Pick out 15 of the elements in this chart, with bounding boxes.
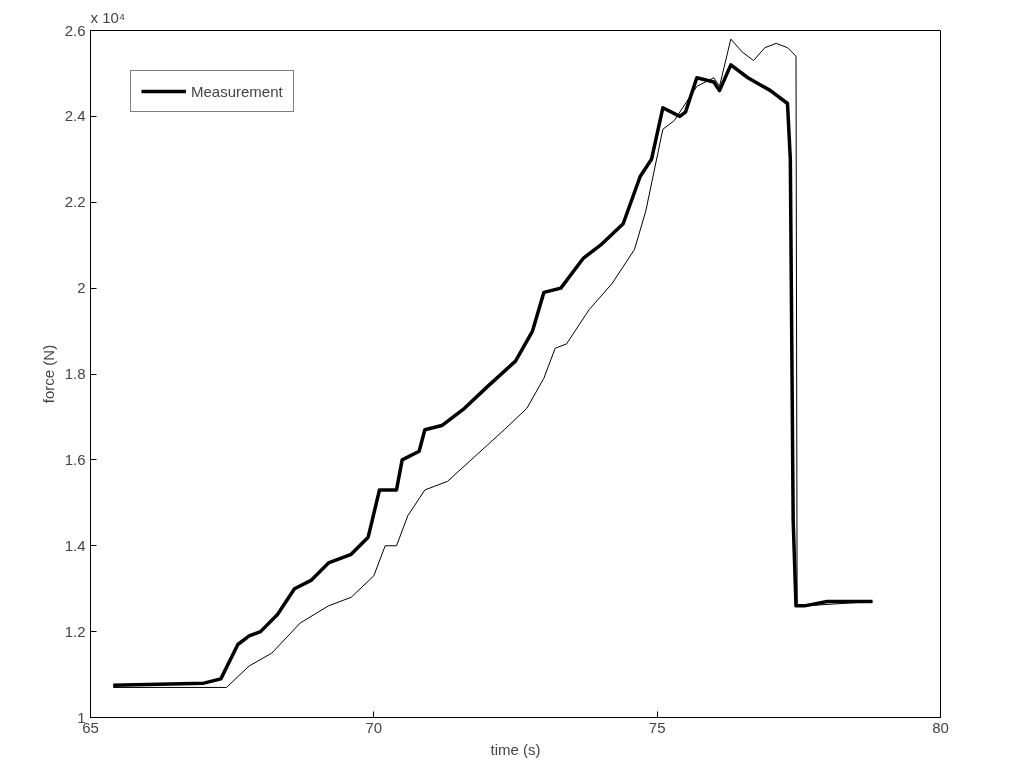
y-axis-title: force (N) xyxy=(39,344,57,404)
x-tick-label: 70 xyxy=(365,718,383,736)
y-tick-label: 2.2 xyxy=(64,193,86,211)
text: x 10⁴ xyxy=(90,8,126,26)
x-tick-label: 75 xyxy=(648,718,666,736)
y-tick-label: 2.6 xyxy=(64,21,86,39)
y-tick-label: 1.6 xyxy=(64,450,86,468)
y-tick-label: 2.4 xyxy=(64,107,86,125)
x-tick-label: 80 xyxy=(932,718,949,736)
y-tick-label: 2 xyxy=(77,279,86,297)
x-axis-title: time (s) xyxy=(490,740,541,758)
y-tick-label: 1.8 xyxy=(64,365,86,382)
legend-label: Measurement xyxy=(191,82,283,100)
y-tick-label: 1.2 xyxy=(64,622,86,640)
y-tick-label: 1.4 xyxy=(64,536,86,554)
